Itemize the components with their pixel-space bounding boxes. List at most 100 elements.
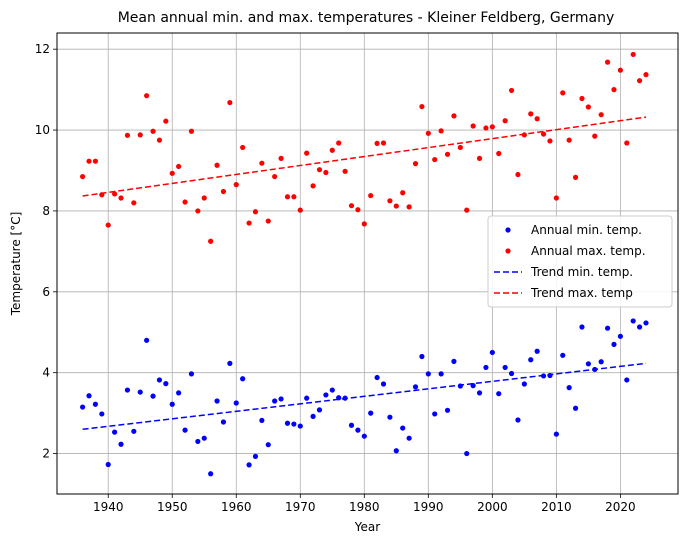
data-point [419,103,425,110]
data-point [284,194,291,200]
data-point [220,188,227,195]
data-point [630,318,636,324]
data-point [92,158,99,164]
y-tick-label: 12 [35,42,50,56]
data-point [80,404,86,410]
x-tick-label: 1990 [413,500,444,514]
data-point [86,393,92,399]
data-point [643,320,649,326]
data-point [624,140,630,146]
axis-ticks: 1940 1950 1960 1970 1980 1990 2000 2010 2020 2 4 6 8… [35,42,636,514]
data-point [278,155,284,161]
x-tick-label: 2000 [477,500,508,514]
data-point [124,132,131,138]
data-point [137,389,143,395]
data-point [515,417,521,423]
series-4 [82,116,647,197]
data-point [124,387,131,393]
data-point [636,324,643,330]
data-point [99,411,105,417]
data-point [272,398,278,404]
y-axis-label: Temperature [°C] [9,212,23,317]
data-point [163,118,169,124]
data-point [451,113,457,119]
data-point [585,104,591,110]
data-point [579,324,585,330]
data-point [297,423,303,429]
data-point [528,357,534,363]
data-point [208,471,214,477]
data-point [105,461,111,468]
data-point [227,360,233,366]
data-point [489,124,495,130]
data-point [233,182,239,188]
data-point [598,359,604,365]
data-point [131,428,137,434]
data-point [361,221,367,227]
data-point [611,87,617,93]
data-point [560,90,566,96]
data-point [380,381,387,387]
data-point [528,111,534,117]
data-point [611,341,617,347]
x-tick-label: 1960 [221,500,252,514]
data-point [412,161,419,167]
data-point [534,116,540,122]
data-point [361,433,367,439]
data-point [156,377,163,383]
data-point [233,400,239,406]
data-point [444,407,451,413]
data-point [105,222,111,228]
chart-title: Mean annual min. and max. temperatures -… [118,10,615,26]
data-point [304,150,310,156]
data-point [316,167,323,173]
data-point [188,371,195,377]
data-point [150,128,156,134]
data-point [329,147,335,153]
data-point [521,381,527,387]
data-point [112,191,118,197]
legend-entry: Trend max. temp [530,286,633,300]
y-tick-label: 8 [42,204,50,218]
data-point [604,325,611,331]
data-point [470,123,476,129]
data-point [259,160,265,166]
plot-area [56,32,679,495]
data-point [572,405,579,411]
data-point [457,144,463,151]
data-point [316,407,323,413]
data-point [220,419,227,425]
data-point [265,442,271,448]
data-point [201,435,207,441]
data-point [412,384,419,390]
data-point [310,413,316,419]
data-point [636,78,643,84]
data-point [195,208,201,214]
data-point [579,95,585,102]
series [80,51,649,477]
data-point [393,448,399,454]
data-point [406,435,412,441]
data-point [585,361,591,367]
data-point [297,207,303,213]
data-point [163,381,169,387]
data-point [284,420,291,426]
data-point [246,462,252,468]
data-point [342,168,348,174]
data-point [265,218,271,224]
data-point [246,220,252,226]
data-point [425,371,431,377]
data-point [502,364,508,371]
data-point [259,417,265,424]
data-point [496,150,502,157]
legend-entry: Annual max. temp. [531,244,646,258]
data-point [291,421,297,427]
data-point [508,370,515,377]
series-1 [80,318,649,477]
data-point [438,371,444,377]
y-tick-label: 6 [42,285,50,299]
data-point [547,138,553,144]
data-point [464,450,470,457]
legend-entry: Annual min. temp. [531,223,642,237]
data-point [534,348,540,354]
